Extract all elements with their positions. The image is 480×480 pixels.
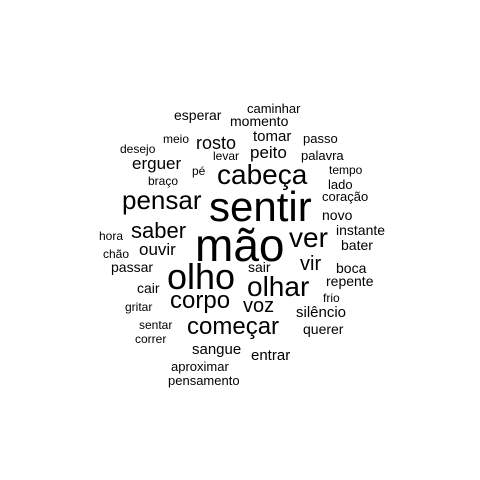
word-corpo: corpo	[170, 287, 231, 314]
word-passo: passo	[303, 131, 338, 146]
word-coracao: coração	[322, 189, 369, 204]
word-momento: momento	[230, 113, 289, 129]
word-cabeca: cabeça	[217, 159, 308, 190]
word-mao: mão	[195, 219, 285, 271]
word-tomar: tomar	[253, 128, 292, 145]
word-ouvir: ouvir	[139, 240, 176, 259]
word-aproximar: aproximar	[171, 359, 229, 374]
word-palavra: palavra	[301, 148, 344, 163]
word-meio: meio	[163, 132, 190, 146]
word-novo: novo	[322, 207, 353, 223]
word-bater: bater	[341, 237, 373, 253]
word-caminhar: caminhar	[247, 101, 301, 116]
word-sair: sair	[248, 259, 271, 275]
word-saber: saber	[131, 218, 187, 243]
word-esperar: esperar	[174, 107, 222, 123]
word-vir: vir	[300, 253, 322, 275]
word-cair: cair	[137, 280, 160, 296]
word-entrar: entrar	[251, 347, 291, 364]
word-gritar: gritar	[125, 300, 153, 314]
word-pensar: pensar	[122, 185, 202, 215]
word-peito: peito	[250, 143, 287, 162]
word-erguer: erguer	[132, 154, 182, 173]
word-levar: levar	[213, 149, 240, 163]
word-rosto: rosto	[196, 133, 237, 153]
word-tempo: tempo	[329, 163, 363, 177]
word-instante: instante	[336, 222, 386, 238]
word-correr: correr	[135, 332, 167, 346]
word-querer: querer	[303, 321, 344, 337]
word-hora: hora	[99, 229, 124, 243]
word-lado: lado	[328, 177, 353, 192]
word-sentir: sentir	[209, 183, 312, 230]
word-pensamento: pensamento	[168, 373, 240, 388]
word-sentar: sentar	[139, 318, 173, 332]
word-voz: voz	[243, 295, 275, 317]
word-passar: passar	[111, 259, 154, 275]
word-desejo: desejo	[120, 142, 156, 156]
word-repente: repente	[326, 273, 374, 289]
word-olho: olho	[167, 256, 236, 297]
word-comecar: começar	[187, 313, 280, 340]
word-pe: pé	[192, 164, 206, 178]
word-olhar: olhar	[247, 271, 310, 302]
word-chao: chão	[103, 247, 130, 261]
word-sangue: sangue	[192, 341, 242, 358]
word-frio: frio	[323, 291, 340, 305]
word-silencio: silêncio	[296, 304, 347, 321]
word-boca: boca	[336, 260, 367, 276]
word-ver: ver	[289, 222, 328, 253]
word-braco: braço	[148, 174, 179, 188]
